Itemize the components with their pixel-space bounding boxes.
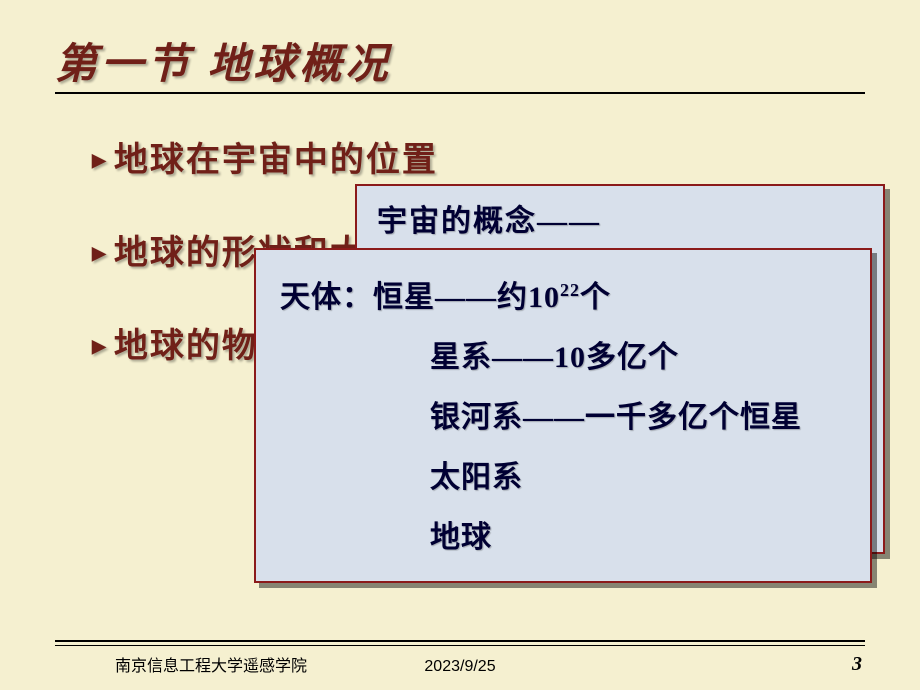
front-line-5: 地球 [280,508,846,568]
front-line-1-body: 恒星——约10 [373,281,560,314]
bullet-1-text: 地球在宇宙中的位置 [114,142,438,179]
title-underline [55,92,865,94]
footer-date: 2023/9/25 [0,658,920,676]
footer-line-bottom [55,645,865,646]
front-card: 天体：恒星——约1022个 星系——10多亿个 银河系——一千多亿个恒星 太阳系… [254,248,872,583]
front-line-1-prefix: 天体： [280,281,373,314]
triangle-right-icon: ▶ [92,336,108,357]
front-line-2: 星系——10多亿个 [280,328,846,388]
front-line-4: 太阳系 [280,448,846,508]
triangle-right-icon: ▶ [92,150,108,171]
triangle-right-icon: ▶ [92,243,108,264]
bullet-1: ▶ 地球在宇宙中的位置 [92,132,438,181]
slide-title: 第一节 地球概况 [55,30,392,91]
front-line-3: 银河系——一千多亿个恒星 [280,388,846,448]
front-line-1-suffix: 个 [580,281,611,314]
front-line-1-sup: 22 [560,280,580,300]
front-line-1: 天体：恒星——约1022个 [280,268,846,328]
footer-line-top [55,640,865,642]
footer-page-number: 3 [852,653,862,676]
back-card-title: 宇宙的概念—— [377,196,601,240]
